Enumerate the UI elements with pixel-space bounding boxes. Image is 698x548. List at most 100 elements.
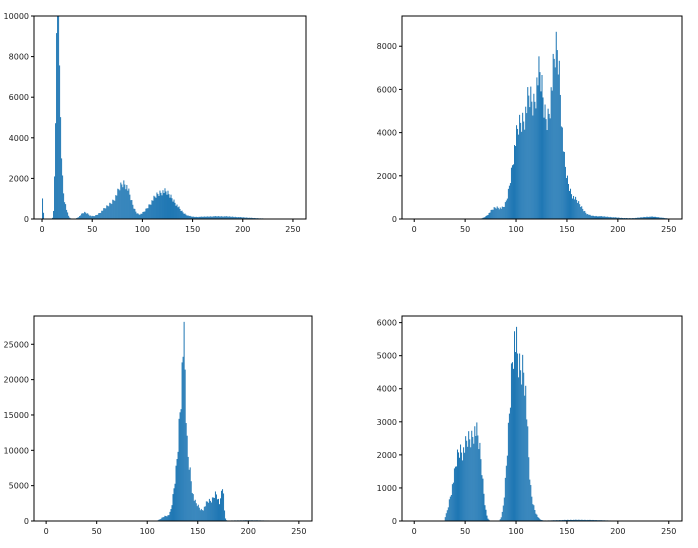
histogram-bar	[527, 426, 529, 521]
histogram-bar	[193, 216, 195, 219]
x-tick-label: 200	[610, 527, 625, 536]
histogram-bar	[456, 449, 458, 521]
histogram-bar	[652, 216, 654, 219]
histogram-bar	[605, 216, 607, 219]
histogram-bar	[200, 508, 202, 521]
histogram-bar	[522, 112, 524, 219]
histogram-bar	[507, 422, 509, 521]
histogram-bar	[497, 207, 499, 219]
chart-svg: 0 50 100 150 200 250 0 1000 2000 3000 4000 5000 6000	[377, 315, 683, 536]
histogram-bar	[487, 214, 489, 219]
histogram-bar	[60, 117, 62, 219]
histogram-bar	[55, 123, 57, 219]
histogram-bar	[168, 194, 170, 219]
histogram-bar	[235, 217, 237, 219]
histogram-bar	[534, 510, 536, 521]
y-tick-label: 0	[24, 215, 29, 224]
histogram-bar	[178, 206, 180, 219]
histogram-bar	[222, 489, 224, 521]
histogram-bar	[186, 215, 188, 219]
histogram-bar	[193, 500, 195, 521]
histogram-bar	[230, 216, 232, 219]
histogram-bar	[445, 513, 447, 521]
histogram-bar	[180, 211, 182, 219]
y-tick-label: 0	[24, 517, 29, 526]
histogram-bar	[488, 519, 490, 521]
histogram-bar	[505, 465, 507, 521]
histogram-bar	[555, 31, 557, 219]
histogram-bar	[211, 216, 213, 219]
histogram-bar	[599, 216, 601, 219]
x-tick-label: 250	[291, 527, 306, 536]
x-tick-label: 100	[135, 225, 150, 234]
histogram-bar	[197, 217, 199, 219]
histogram-bar	[592, 519, 594, 521]
histogram-bar	[502, 206, 504, 219]
histogram-bar	[177, 207, 179, 219]
histogram-bar	[615, 217, 617, 219]
histogram-bar	[544, 104, 546, 219]
histogram-bar	[525, 106, 527, 219]
histogram-bar	[172, 494, 174, 521]
histogram-bar	[140, 213, 142, 219]
histogram-bar	[660, 217, 662, 219]
histogram-bar	[228, 216, 230, 219]
histogram-bar	[220, 216, 222, 219]
x-tick-label: 150	[559, 527, 574, 536]
histogram-bar	[523, 372, 525, 521]
histogram-bar	[195, 216, 197, 219]
histogram-bar	[538, 56, 540, 219]
histogram-bar	[506, 455, 508, 521]
histogram-bar	[533, 505, 535, 521]
histogram-bar	[224, 510, 226, 521]
histogram-bar	[515, 146, 517, 219]
histogram-bar	[449, 496, 451, 521]
histogram-bar	[191, 492, 193, 521]
histogram-bar	[597, 216, 599, 219]
histogram-bar	[575, 196, 577, 219]
histogram-bar	[202, 510, 204, 521]
histogram-bar	[571, 519, 573, 521]
histogram-bar	[662, 217, 664, 219]
histogram-bar	[580, 519, 582, 521]
histogram-bar	[216, 216, 218, 219]
histogram-bar	[196, 216, 198, 219]
histogram-bar	[563, 519, 565, 521]
histogram-bar	[529, 107, 531, 219]
histogram-bar	[86, 213, 88, 219]
histogram-bar	[208, 498, 210, 521]
histogram-bar	[451, 484, 453, 521]
histogram-bar	[539, 72, 541, 219]
histogram-bar	[82, 213, 84, 219]
histogram-bar	[653, 216, 655, 219]
histogram-bar	[221, 490, 223, 521]
histogram-bar	[175, 465, 177, 521]
histogram-bar	[181, 210, 183, 219]
histogram-bar	[501, 511, 503, 521]
histogram-bar	[218, 216, 220, 219]
histogram-bar	[468, 431, 470, 521]
histogram-bar	[491, 209, 493, 219]
histogram-bar	[222, 216, 224, 219]
histogram-bar	[119, 190, 121, 219]
histogram-bar	[164, 188, 166, 219]
histogram-bar	[501, 206, 503, 219]
histogram-bar	[475, 435, 477, 521]
histogram-bar	[209, 500, 211, 521]
histogram-bar	[541, 75, 543, 219]
histogram-bar	[562, 151, 564, 219]
histogram-bar	[117, 188, 119, 219]
histogram-bar	[223, 216, 225, 219]
histogram-bar	[198, 216, 200, 219]
histogram-bar	[189, 467, 191, 521]
histogram-bar	[225, 216, 227, 219]
histogram-bar	[165, 191, 167, 219]
histogram-bar	[517, 128, 519, 219]
histogram-bar	[517, 353, 519, 521]
histogram-bar	[214, 491, 216, 521]
histogram-bar	[551, 90, 553, 219]
histogram-bar	[658, 217, 660, 219]
histogram-bar	[530, 485, 532, 521]
histogram-bar	[177, 451, 179, 521]
histogram-bar	[215, 494, 217, 521]
